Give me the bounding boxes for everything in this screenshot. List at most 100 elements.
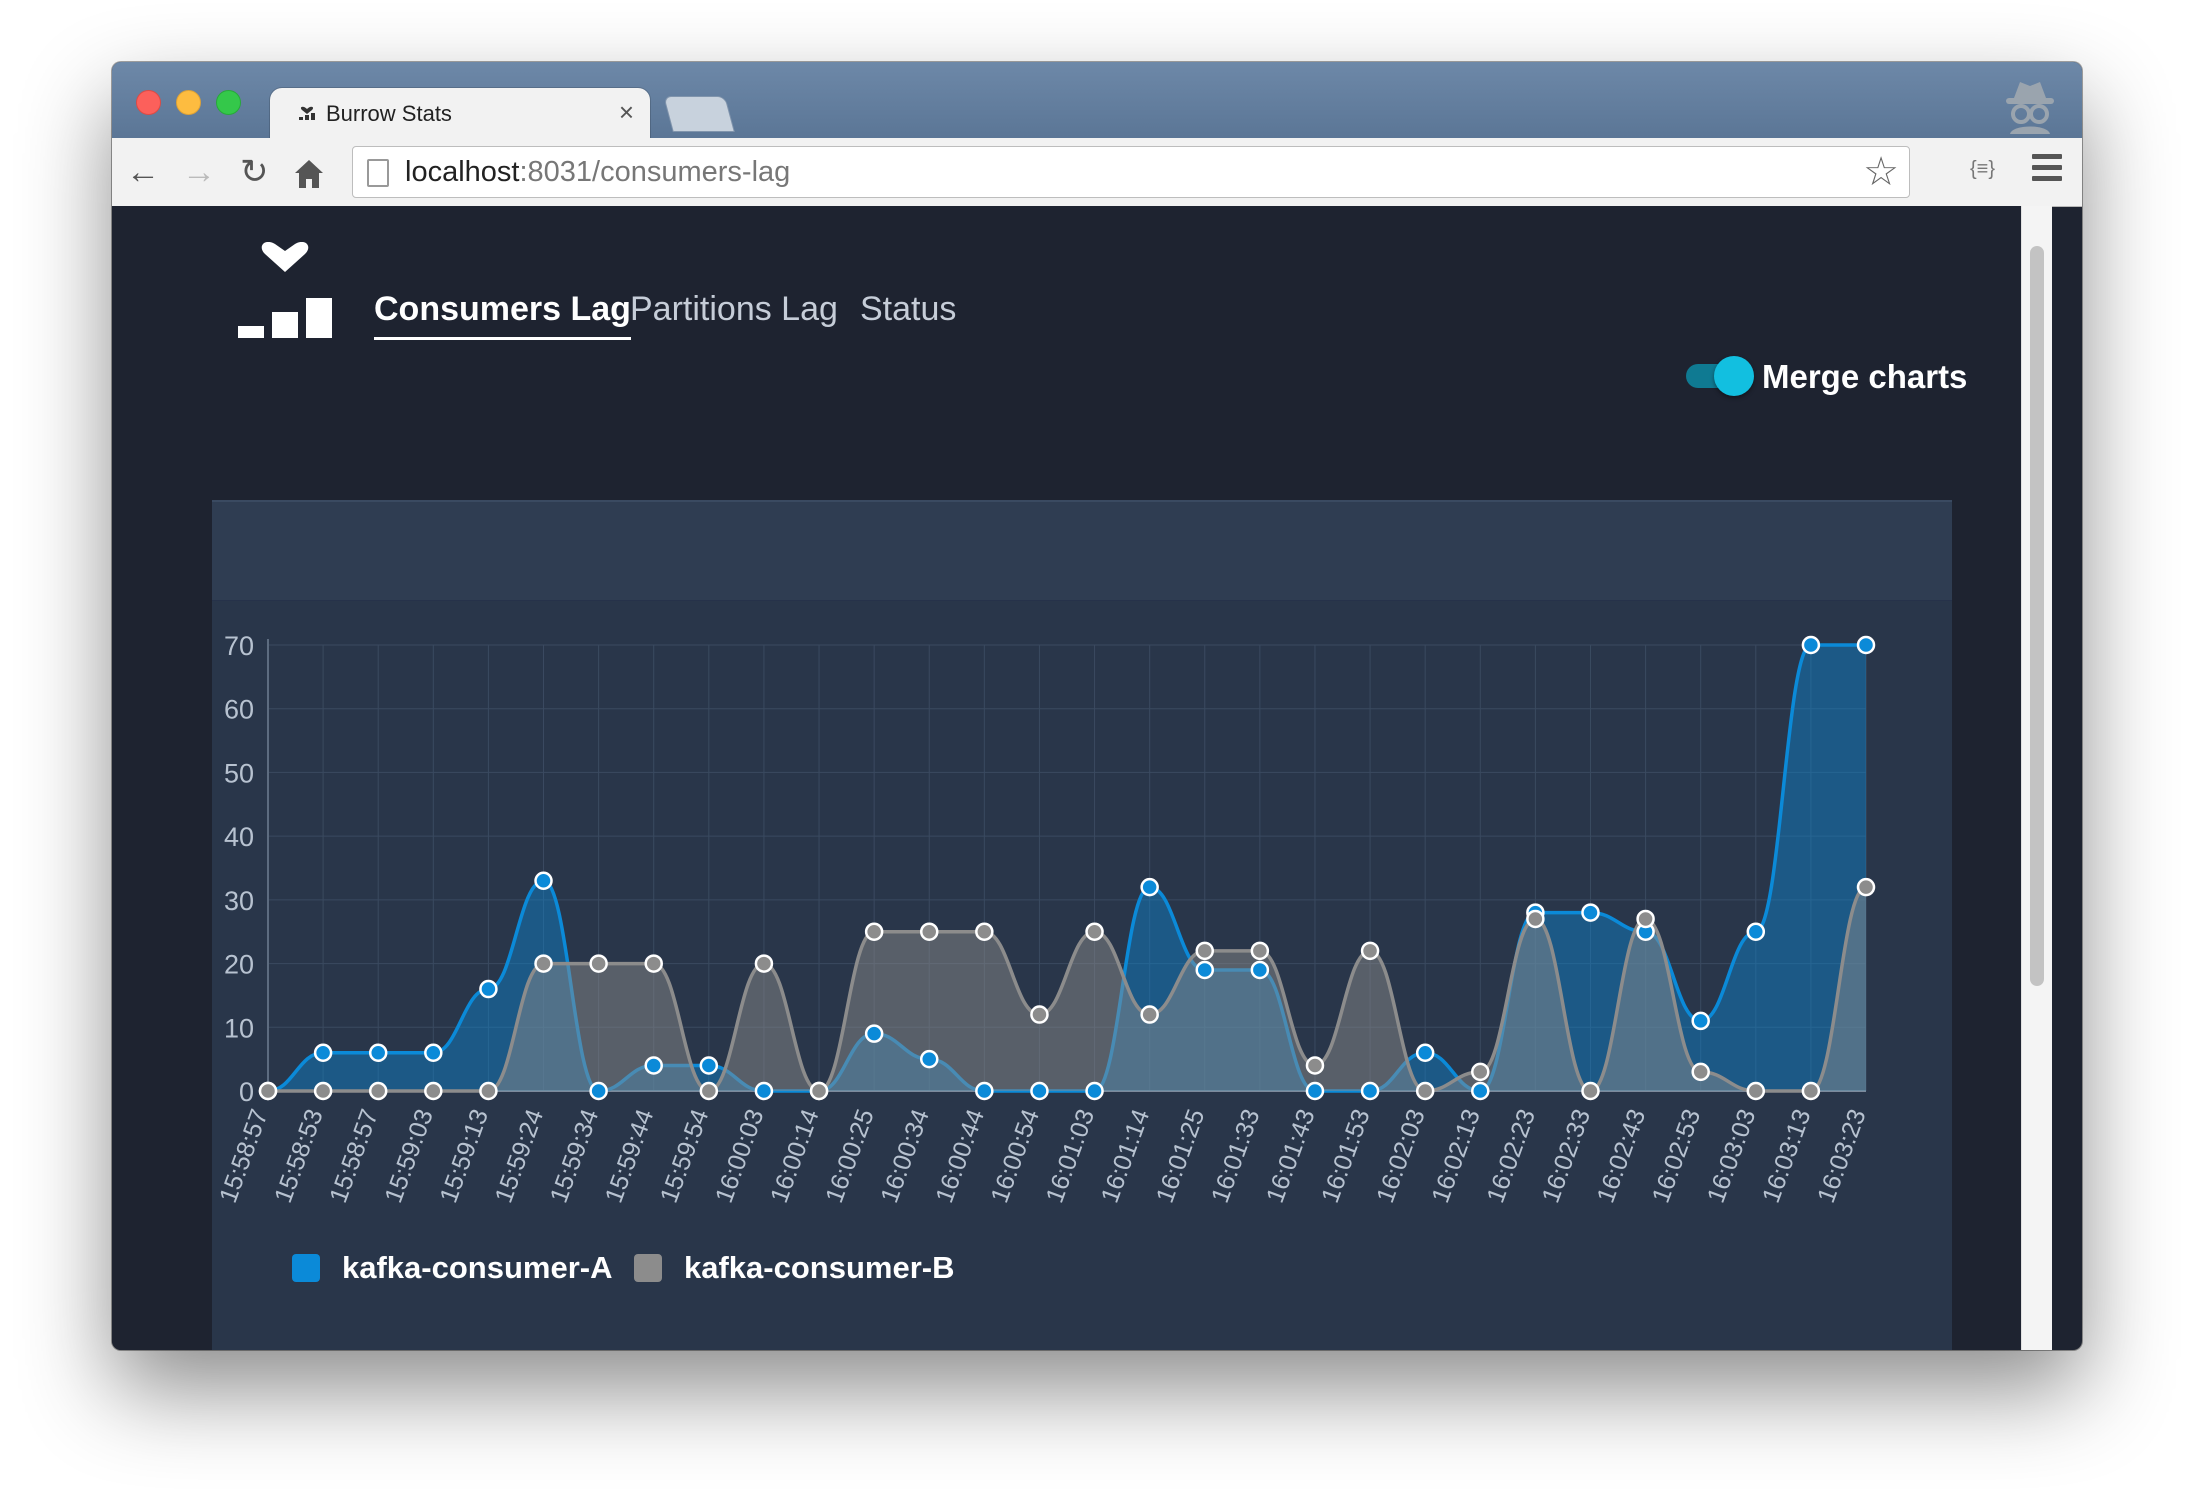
x-tick-label: 16:03:13 — [1757, 1105, 1817, 1206]
new-tab-button[interactable] — [663, 96, 735, 132]
point-consumer-a — [1085, 1081, 1104, 1101]
menu-icon[interactable] — [2032, 154, 2062, 187]
legend-label-consumer-a: kafka-consumer-A — [342, 1250, 613, 1285]
back-arrow-icon[interactable]: ← — [126, 153, 160, 191]
burrow-logo-icon — [232, 241, 338, 338]
point-consumer-b — [1581, 1081, 1600, 1101]
point-consumer-b — [1195, 941, 1215, 961]
point-consumer-b — [1415, 1081, 1435, 1101]
incognito-icon — [2000, 76, 2060, 134]
point-consumer-a — [864, 1024, 884, 1043]
chart-panel-header — [212, 500, 1952, 601]
favicon-icon — [296, 100, 318, 128]
x-tick-label: 15:59:13 — [434, 1105, 494, 1206]
x-tick-label: 16:00:03 — [710, 1105, 770, 1206]
point-consumer-a — [1360, 1081, 1380, 1101]
lag-chart: 01020304050607015:58:5715:58:5315:58:571… — [214, 631, 1876, 1207]
page-icon — [367, 159, 389, 187]
x-tick-label: 16:02:33 — [1537, 1105, 1597, 1206]
y-tick-label: 0 — [239, 1077, 254, 1107]
point-consumer-a — [1801, 635, 1821, 655]
point-consumer-b — [1636, 909, 1655, 929]
y-tick-label: 60 — [224, 695, 254, 725]
zoom-window-button[interactable] — [216, 90, 241, 115]
legend-swatch-consumer-b — [634, 1254, 662, 1282]
x-tick-label: 16:01:33 — [1206, 1105, 1266, 1206]
address-bar[interactable]: localhost:8031/consumers-lag ☆ — [352, 146, 1910, 198]
reload-icon[interactable]: ↻ — [240, 153, 269, 191]
point-consumer-a — [754, 1081, 774, 1101]
y-tick-label: 30 — [224, 886, 254, 916]
x-tick-label: 15:59:24 — [490, 1105, 550, 1206]
scrollbar-thumb[interactable] — [2030, 246, 2044, 986]
page-content: Consumers Lag Partitions Lag Status Merg… — [112, 206, 2052, 1350]
point-consumer-b — [1360, 941, 1380, 961]
point-consumer-a — [1746, 922, 1766, 941]
x-tick-label: 16:02:43 — [1592, 1105, 1652, 1206]
x-tick-label: 16:02:03 — [1371, 1105, 1431, 1206]
point-consumer-a — [699, 1056, 719, 1075]
x-tick-label: 15:58:57 — [214, 1105, 274, 1206]
x-tick-label: 16:01:14 — [1096, 1105, 1156, 1206]
point-consumer-a — [1195, 960, 1215, 980]
close-window-button[interactable] — [136, 90, 161, 115]
nav-tab-consumers-lag[interactable]: Consumers Lag — [374, 290, 631, 340]
legend-swatch-consumer-a — [292, 1254, 320, 1282]
y-tick-label: 10 — [224, 1013, 254, 1043]
x-tick-label: 16:02:53 — [1647, 1105, 1707, 1206]
x-tick-label: 16:00:34 — [875, 1105, 935, 1206]
toggle-knob — [1714, 356, 1754, 396]
point-consumer-b — [754, 954, 774, 973]
x-tick-label: 16:01:43 — [1261, 1105, 1321, 1206]
point-consumer-b — [589, 954, 608, 973]
area-consumer-b — [268, 887, 1866, 1091]
url-text: localhost:8031/consumers-lag — [405, 156, 790, 189]
point-consumer-a — [368, 1043, 388, 1063]
point-consumer-b — [1250, 941, 1270, 961]
y-tick-label: 70 — [224, 631, 254, 661]
forward-arrow-icon[interactable]: → — [182, 153, 216, 191]
scrollbar[interactable] — [2021, 206, 2052, 1350]
point-consumer-a — [313, 1043, 333, 1063]
point-consumer-a — [1250, 960, 1270, 980]
x-tick-label: 15:58:53 — [269, 1105, 329, 1206]
nav-tab-status[interactable]: Status — [860, 290, 957, 328]
point-consumer-a — [919, 1049, 939, 1069]
point-consumer-b — [1801, 1081, 1821, 1101]
point-consumer-b — [1140, 1005, 1159, 1024]
point-consumer-b — [975, 922, 994, 941]
x-tick-label: 16:00:25 — [820, 1105, 880, 1206]
browser-tab[interactable]: Burrow Stats × — [270, 88, 650, 140]
nav-tab-partitions-lag[interactable]: Partitions Lag — [630, 290, 838, 328]
y-tick-label: 20 — [224, 950, 254, 980]
extension-icon[interactable]: {≡} — [1970, 158, 1996, 180]
point-consumer-a — [1415, 1043, 1435, 1063]
x-tick-label: 16:00:54 — [985, 1105, 1045, 1206]
home-icon[interactable] — [294, 152, 324, 199]
point-consumer-b — [644, 954, 663, 973]
point-consumer-a — [424, 1043, 443, 1063]
merge-charts-toggle[interactable] — [1682, 356, 1754, 396]
point-consumer-a — [975, 1081, 994, 1101]
x-tick-label: 16:00:14 — [765, 1105, 825, 1206]
point-consumer-b — [1305, 1056, 1325, 1075]
x-tick-label: 16:00:44 — [930, 1105, 990, 1206]
point-consumer-b — [424, 1081, 443, 1101]
legend-label-consumer-b: kafka-consumer-B — [684, 1250, 955, 1285]
point-consumer-a — [589, 1081, 608, 1101]
x-tick-label: 16:01:03 — [1041, 1105, 1101, 1206]
point-consumer-b — [368, 1081, 388, 1101]
minimize-window-button[interactable] — [176, 90, 201, 115]
x-tick-label: 16:02:13 — [1426, 1105, 1486, 1206]
point-consumer-b — [1085, 922, 1104, 941]
point-consumer-b — [1030, 1005, 1049, 1024]
x-tick-label: 16:01:25 — [1151, 1105, 1211, 1206]
bookmark-star-icon[interactable]: ☆ — [1863, 150, 1899, 194]
browser-toolbar: ← → ↻ localhost:8031/consumers-lag ☆ {≡} — [112, 138, 2082, 207]
url-path: :8031/consumers-lag — [519, 156, 791, 188]
point-consumer-b — [864, 922, 884, 941]
point-consumer-b — [919, 922, 939, 941]
point-consumer-b — [809, 1081, 829, 1101]
tab-close-icon[interactable]: × — [618, 97, 634, 127]
point-consumer-a — [534, 871, 553, 890]
